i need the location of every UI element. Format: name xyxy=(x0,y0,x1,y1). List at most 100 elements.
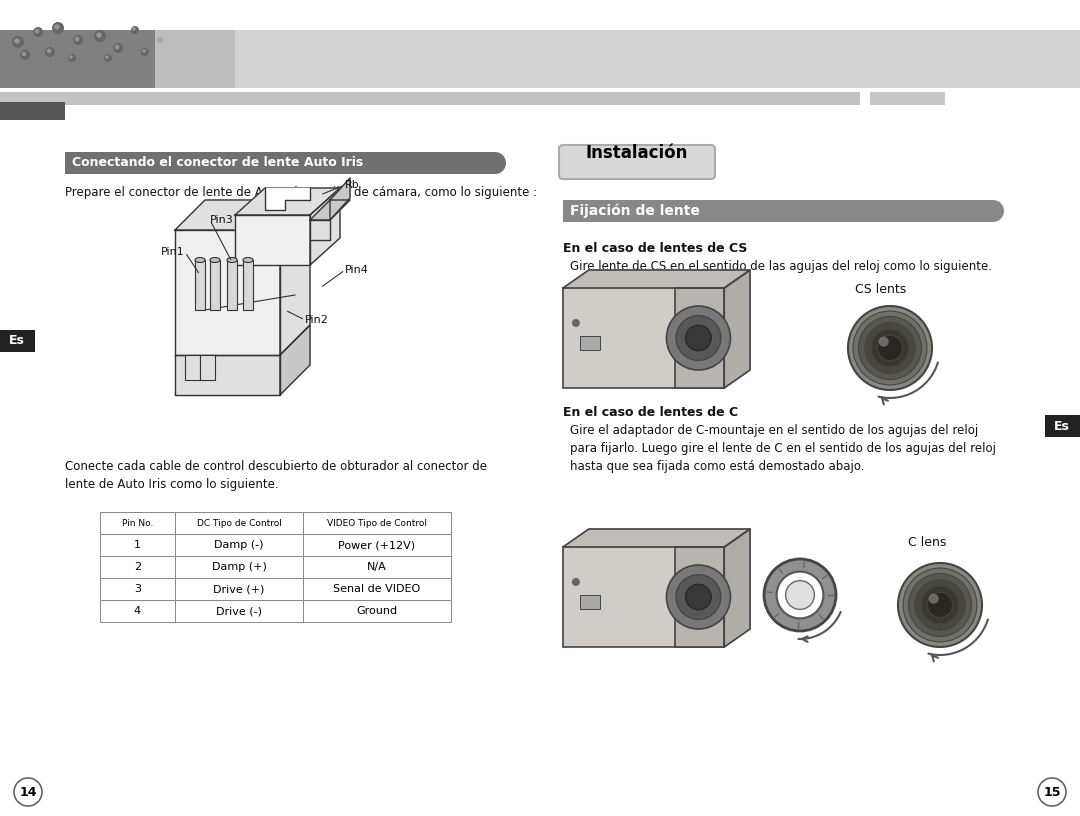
Circle shape xyxy=(157,37,163,43)
Circle shape xyxy=(73,35,83,45)
Circle shape xyxy=(676,574,720,619)
Text: Conecte cada cable de control descubierto de obturador al conector de
lente de A: Conecte cada cable de control descubiert… xyxy=(65,460,487,491)
Bar xyxy=(175,556,303,578)
Bar xyxy=(675,288,725,388)
Ellipse shape xyxy=(243,258,253,263)
Circle shape xyxy=(143,49,146,53)
Bar xyxy=(185,355,200,380)
Bar xyxy=(303,512,451,534)
Circle shape xyxy=(21,50,30,60)
Circle shape xyxy=(104,54,112,62)
Bar xyxy=(227,260,237,310)
Bar xyxy=(100,556,175,578)
Circle shape xyxy=(14,778,42,806)
Text: Rb: Rb xyxy=(345,180,360,190)
Circle shape xyxy=(859,317,921,379)
Circle shape xyxy=(853,311,927,385)
Circle shape xyxy=(686,326,712,351)
Bar xyxy=(563,547,725,647)
Circle shape xyxy=(879,337,889,347)
Circle shape xyxy=(872,329,909,367)
Text: N/A: N/A xyxy=(367,562,387,572)
Bar xyxy=(580,336,599,350)
Text: Damp (-): Damp (-) xyxy=(214,540,264,550)
Circle shape xyxy=(22,51,26,56)
Circle shape xyxy=(929,594,939,604)
Text: Pin4: Pin4 xyxy=(345,265,369,275)
Polygon shape xyxy=(265,188,310,210)
Text: Drive (+): Drive (+) xyxy=(214,584,265,594)
Text: CS lents: CS lents xyxy=(855,283,906,296)
Circle shape xyxy=(52,22,64,34)
Bar xyxy=(675,547,725,647)
Bar xyxy=(200,355,215,380)
Text: Ground: Ground xyxy=(356,606,397,616)
Polygon shape xyxy=(310,188,340,265)
Circle shape xyxy=(572,319,580,327)
Circle shape xyxy=(877,335,903,361)
Circle shape xyxy=(114,45,119,49)
Bar xyxy=(195,260,205,310)
Bar xyxy=(0,30,156,88)
Bar xyxy=(0,330,35,352)
Circle shape xyxy=(158,38,160,40)
Polygon shape xyxy=(175,230,280,355)
Circle shape xyxy=(75,37,79,42)
Text: Pin3: Pin3 xyxy=(210,215,233,225)
Circle shape xyxy=(141,48,149,56)
Circle shape xyxy=(903,568,977,642)
FancyBboxPatch shape xyxy=(559,145,715,179)
Bar xyxy=(100,600,175,622)
Bar xyxy=(580,595,599,609)
Text: Pin No.: Pin No. xyxy=(122,518,153,527)
Bar xyxy=(0,92,860,105)
Text: 3: 3 xyxy=(134,584,141,594)
Bar xyxy=(0,102,65,120)
Circle shape xyxy=(686,584,712,610)
Polygon shape xyxy=(235,215,310,265)
Circle shape xyxy=(764,559,836,631)
Polygon shape xyxy=(563,529,750,547)
Bar xyxy=(175,534,303,556)
Bar xyxy=(303,600,451,622)
Polygon shape xyxy=(725,529,750,647)
Text: 15: 15 xyxy=(1043,786,1061,799)
Polygon shape xyxy=(175,200,310,230)
Circle shape xyxy=(865,323,915,373)
Circle shape xyxy=(131,26,139,34)
Bar xyxy=(100,578,175,600)
Circle shape xyxy=(35,29,39,33)
Bar xyxy=(210,260,220,310)
Circle shape xyxy=(785,581,814,610)
Polygon shape xyxy=(175,355,280,395)
Bar xyxy=(303,578,451,600)
Circle shape xyxy=(96,33,102,38)
Circle shape xyxy=(132,27,136,31)
Text: Es: Es xyxy=(9,335,25,348)
Text: En el caso de lentes de C: En el caso de lentes de C xyxy=(563,406,738,419)
Circle shape xyxy=(69,55,72,59)
Text: Pin1: Pin1 xyxy=(161,247,185,257)
Text: 1: 1 xyxy=(134,540,141,550)
Circle shape xyxy=(915,580,966,630)
Circle shape xyxy=(33,27,43,37)
Text: En el caso de lentes de CS: En el caso de lentes de CS xyxy=(563,242,747,255)
Circle shape xyxy=(848,306,932,390)
Circle shape xyxy=(113,43,123,53)
Bar xyxy=(563,200,993,222)
Bar xyxy=(65,152,495,174)
Polygon shape xyxy=(310,200,350,220)
Polygon shape xyxy=(280,200,310,355)
Ellipse shape xyxy=(210,258,220,263)
Circle shape xyxy=(897,563,982,647)
Bar xyxy=(243,260,253,310)
Circle shape xyxy=(105,55,109,59)
Polygon shape xyxy=(563,270,750,288)
Text: Power (+12V): Power (+12V) xyxy=(338,540,416,550)
Bar xyxy=(1045,415,1080,437)
Circle shape xyxy=(45,47,55,57)
Text: Gire lente de CS en el sentido de las agujas del reloj como lo siguiente.: Gire lente de CS en el sentido de las ag… xyxy=(570,260,993,273)
Text: Instalación: Instalación xyxy=(585,144,688,162)
Text: 14: 14 xyxy=(19,786,37,799)
Circle shape xyxy=(12,36,24,48)
